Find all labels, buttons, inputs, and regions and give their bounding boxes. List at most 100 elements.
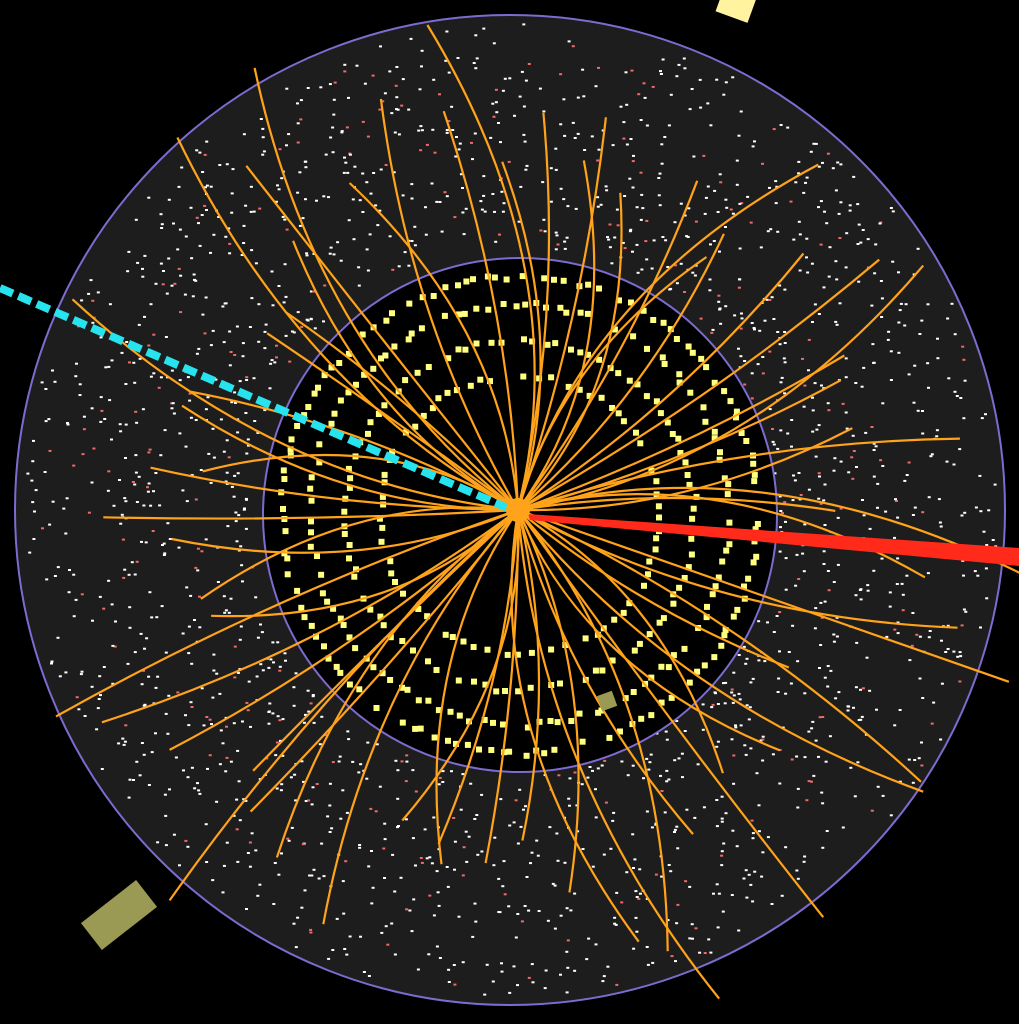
outer-hit: [625, 143, 629, 146]
outer-hit: [856, 203, 860, 206]
outer-hit: [268, 702, 272, 705]
outer-hit: [771, 440, 775, 443]
inner-hit: [435, 707, 442, 714]
outer-hit: [136, 261, 140, 264]
inner-hit: [482, 681, 489, 688]
outer-hit: [256, 636, 260, 639]
outer-hit: [51, 500, 55, 503]
outer-hit: [885, 635, 889, 638]
outer-hit: [72, 464, 76, 467]
inner-hit: [688, 551, 695, 558]
outer-hit: [118, 479, 121, 481]
outer-hit: [378, 209, 382, 212]
inner-hit: [717, 449, 723, 456]
outer-hit: [185, 586, 189, 589]
outer-hit: [202, 724, 206, 727]
outer-hit: [205, 209, 208, 211]
outer-hit: [258, 883, 262, 886]
inner-hit: [321, 643, 327, 650]
outer-hit: [283, 263, 287, 266]
outer-hit: [159, 262, 163, 265]
outer-hit: [859, 598, 863, 601]
outer-hit: [391, 268, 395, 271]
inner-hit: [645, 571, 651, 578]
outer-hit: [121, 737, 125, 740]
outer-hit: [745, 896, 749, 899]
inner-hit: [721, 475, 728, 482]
outer-hit: [586, 776, 590, 779]
outer-hit: [272, 661, 275, 664]
outer-hit: [161, 544, 164, 546]
outer-hit: [768, 408, 772, 411]
particle-track: [517, 258, 880, 511]
inner-hit: [547, 718, 554, 724]
outer-hit: [641, 207, 645, 210]
outer-hit: [884, 510, 888, 513]
outer-hit: [765, 298, 769, 301]
outer-hit: [138, 357, 142, 360]
outer-hit: [573, 771, 577, 774]
outer-hit: [335, 917, 339, 920]
outer-hit: [147, 675, 151, 678]
inner-hit: [687, 389, 694, 396]
inner-hit: [433, 667, 440, 673]
inner-hit: [653, 398, 660, 405]
inner-hit: [611, 616, 618, 623]
outer-hit: [751, 677, 755, 680]
outer-hit: [309, 928, 313, 931]
outer-hit: [277, 285, 281, 287]
outer-hit: [320, 715, 324, 718]
outer-hit: [305, 254, 309, 257]
outer-hit: [410, 183, 414, 186]
outer-hit: [661, 236, 665, 238]
outer-hit: [340, 130, 344, 133]
outer-hit: [798, 498, 802, 501]
outer-hit: [796, 806, 800, 809]
outer-hit: [832, 581, 836, 583]
outer-hit: [135, 760, 139, 763]
outer-hit: [224, 770, 228, 773]
outer-hit: [135, 560, 139, 563]
inner-hit: [514, 651, 521, 658]
outer-hit: [702, 806, 706, 809]
particle-track: [516, 117, 607, 511]
outer-hit: [452, 964, 456, 966]
outer-hit: [186, 776, 190, 779]
outer-hit: [660, 790, 664, 792]
outer-hit: [66, 423, 70, 426]
outer-hit: [638, 892, 642, 895]
outer-hit: [563, 247, 567, 250]
outer-hit: [218, 692, 222, 695]
outer-hit: [97, 698, 101, 700]
inner-hit: [282, 528, 289, 535]
inner-hit: [333, 663, 340, 670]
outer-hit: [198, 244, 202, 247]
inner-hit: [430, 293, 437, 299]
outer-hit: [959, 655, 963, 658]
inner-hit: [681, 645, 688, 652]
outer-hit: [190, 662, 194, 665]
outer-hit: [322, 195, 326, 198]
outer-hit: [99, 336, 103, 339]
outer-hit: [901, 593, 905, 596]
outer-hit: [761, 759, 765, 762]
outer-hit: [92, 447, 96, 450]
outer-hit: [195, 352, 199, 355]
outer-hit: [795, 553, 799, 556]
inner-hit: [598, 707, 605, 714]
outer-hit: [400, 760, 404, 763]
outer-hit: [328, 252, 332, 255]
outer-hit: [447, 968, 451, 971]
outer-hit: [556, 859, 560, 862]
inner-hit: [657, 410, 664, 417]
inner-hit: [711, 654, 718, 661]
inner-hit: [442, 284, 449, 291]
outer-hit: [645, 946, 649, 948]
outer-hit: [56, 566, 60, 569]
outer-hit: [329, 246, 333, 249]
outer-hit: [83, 715, 87, 717]
outer-hit: [822, 550, 826, 553]
outer-hit: [322, 320, 325, 323]
inner-hit: [626, 377, 633, 384]
outer-hit: [737, 929, 741, 932]
